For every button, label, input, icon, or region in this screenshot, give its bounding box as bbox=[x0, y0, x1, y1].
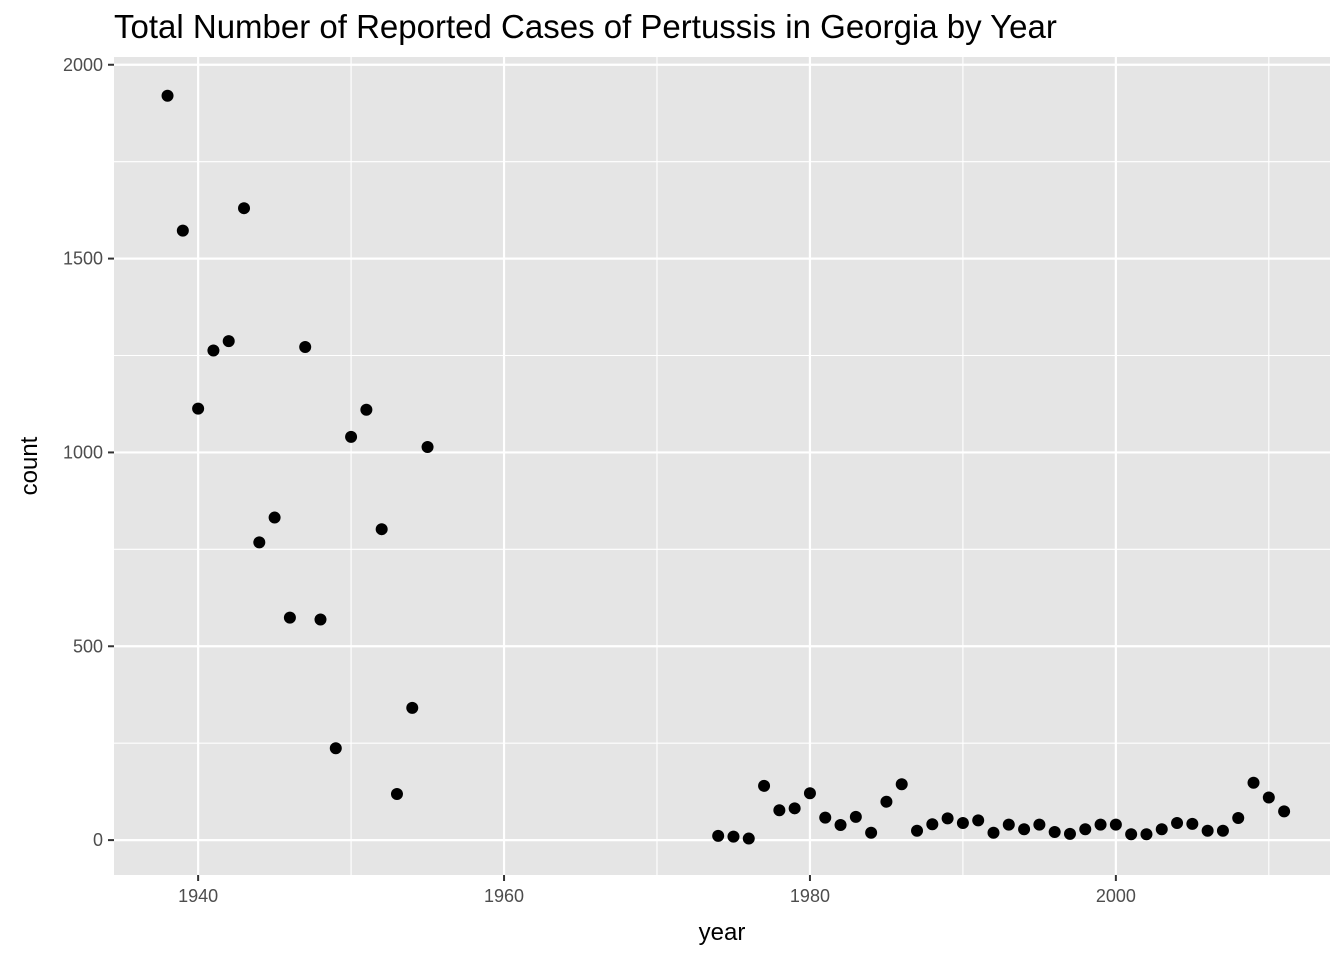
data-point bbox=[880, 795, 893, 808]
data-point bbox=[758, 779, 771, 792]
grid-minor bbox=[114, 57, 1330, 875]
x-tick-label: 1940 bbox=[178, 886, 218, 906]
data-point bbox=[238, 202, 251, 215]
y-tick-label: 1000 bbox=[63, 442, 103, 462]
data-point bbox=[1033, 818, 1046, 831]
data-point bbox=[1216, 824, 1229, 837]
data-point bbox=[329, 742, 342, 755]
data-point bbox=[207, 344, 220, 357]
data-point bbox=[1125, 828, 1138, 841]
data-point bbox=[299, 340, 312, 353]
data-point bbox=[421, 441, 434, 454]
data-point bbox=[1186, 817, 1199, 830]
data-point bbox=[1262, 791, 1275, 804]
y-tick-label: 0 bbox=[93, 830, 103, 850]
data-point bbox=[819, 811, 832, 824]
data-point bbox=[1140, 828, 1153, 841]
data-point bbox=[1079, 823, 1092, 836]
x-tick-label: 1980 bbox=[790, 886, 830, 906]
data-point bbox=[972, 814, 985, 827]
data-point bbox=[1247, 776, 1260, 789]
data-point bbox=[345, 430, 358, 443]
data-point bbox=[1094, 818, 1107, 831]
y-axis-title: count bbox=[16, 436, 43, 495]
data-point bbox=[192, 402, 205, 415]
data-point bbox=[1048, 825, 1061, 838]
data-point bbox=[1278, 805, 1291, 818]
data-point bbox=[390, 787, 403, 800]
data-point bbox=[803, 787, 816, 800]
data-point bbox=[926, 818, 939, 831]
data-point bbox=[176, 224, 189, 237]
data-point bbox=[895, 778, 908, 791]
data-point bbox=[283, 611, 296, 624]
data-point bbox=[712, 829, 725, 842]
data-point bbox=[360, 403, 373, 416]
data-point bbox=[314, 613, 327, 626]
y-axis: 0 500 1000 1500 2000 bbox=[63, 55, 114, 850]
x-tick-label: 2000 bbox=[1096, 886, 1136, 906]
y-tick-label: 1500 bbox=[63, 249, 103, 269]
data-point bbox=[268, 511, 281, 524]
data-point bbox=[941, 812, 954, 825]
data-point bbox=[987, 826, 1000, 839]
data-point bbox=[727, 830, 740, 843]
data-point bbox=[1002, 818, 1015, 831]
data-point bbox=[253, 536, 266, 549]
y-tick-label: 500 bbox=[73, 636, 103, 656]
data-point bbox=[865, 826, 878, 839]
data-point bbox=[1232, 812, 1245, 825]
x-axis: 1940 1960 1980 2000 bbox=[178, 875, 1136, 906]
data-point bbox=[222, 335, 235, 348]
data-point bbox=[1063, 827, 1076, 840]
data-point bbox=[834, 818, 847, 831]
data-point bbox=[849, 810, 862, 823]
x-axis-title: year bbox=[699, 919, 746, 946]
data-points bbox=[161, 89, 1291, 845]
data-point bbox=[161, 89, 174, 102]
data-point bbox=[1201, 824, 1214, 837]
data-point bbox=[375, 523, 388, 536]
data-point bbox=[788, 802, 801, 815]
data-point bbox=[773, 804, 786, 817]
data-point bbox=[1018, 823, 1031, 836]
chart-title: Total Number of Reported Cases of Pertus… bbox=[114, 8, 1057, 45]
data-point bbox=[1171, 817, 1184, 830]
y-tick-label: 2000 bbox=[63, 55, 103, 75]
data-point bbox=[1155, 823, 1168, 836]
data-point bbox=[956, 817, 969, 830]
grid-major bbox=[114, 57, 1330, 875]
data-point bbox=[742, 832, 755, 845]
x-tick-label: 1960 bbox=[484, 886, 524, 906]
plot-panel bbox=[114, 57, 1330, 875]
data-point bbox=[406, 701, 419, 714]
data-point bbox=[1109, 818, 1122, 831]
data-point bbox=[911, 824, 924, 837]
